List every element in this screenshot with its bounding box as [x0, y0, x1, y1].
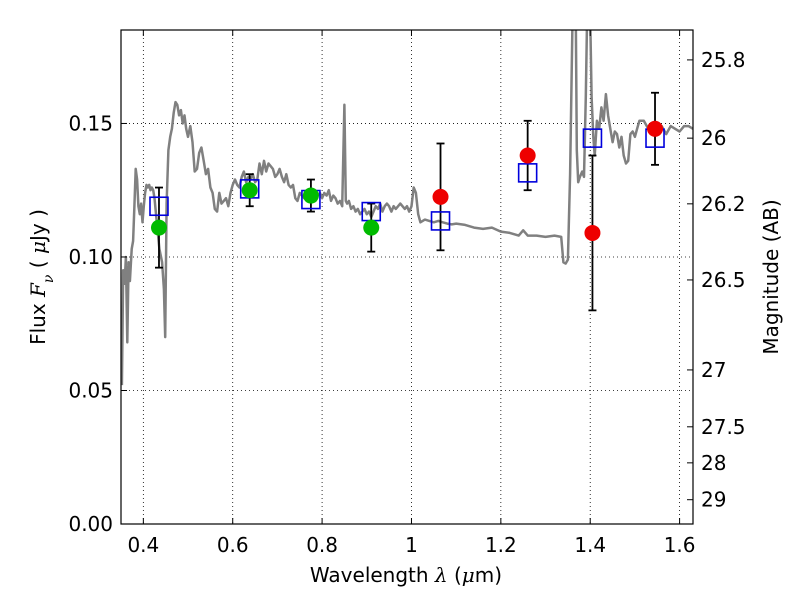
y-tick-label: 0.10 [68, 245, 113, 269]
y-axis-label: Flux Fν ( μJy ) [26, 209, 57, 345]
data-points [149, 91, 665, 312]
photometry-point [302, 187, 319, 204]
model-square-marker [517, 163, 538, 183]
y2-tick-label: 29 [701, 488, 726, 512]
plot-background [121, 30, 693, 524]
y2-tick-label: 26 [701, 126, 726, 150]
y2-tick-label: 28 [701, 451, 726, 475]
photometry-point [519, 147, 536, 164]
photometry-point [584, 224, 601, 241]
right-axis-label: Magnitude (AB) [759, 199, 783, 354]
spectrum-line [121, 30, 693, 386]
x-tick-label: 0.8 [306, 533, 338, 557]
x-tick-label: 1.2 [485, 533, 517, 557]
photometry-point [432, 188, 449, 205]
model-square-marker [582, 128, 603, 148]
x-tick-label: 1 [405, 533, 418, 557]
model-square-marker [430, 211, 451, 231]
axis-ticks: 0.4 0.6 0.8 1 1.2 1.4 1.6 0.00 0.05 0.10 0.15 25.8 2… [68, 30, 746, 557]
photometry-point [241, 182, 258, 199]
model-square-marker [149, 196, 169, 217]
x-axis-label: Wavelength λ (μm) [310, 563, 502, 587]
y2-tick-label: 27 [701, 358, 726, 382]
y-tick-label: 0.05 [68, 378, 113, 402]
model-spectrum [121, 30, 693, 386]
y2-tick-label: 26.2 [701, 192, 746, 216]
x-tick-label: 1.4 [574, 533, 606, 557]
x-tick-label: 0.4 [127, 533, 159, 557]
y-tick-label: 0.15 [68, 111, 113, 135]
x-tick-label: 0.6 [217, 533, 249, 557]
photometry-point [363, 219, 380, 236]
x-tick-label: 1.6 [664, 533, 696, 557]
y2-tick-label: 26.5 [701, 268, 746, 292]
photometry-point [647, 120, 664, 137]
photometry-point [150, 219, 167, 236]
y2-tick-label: 27.5 [701, 415, 746, 439]
plot-frame [120, 29, 694, 525]
y2-tick-label: 25.8 [701, 48, 746, 72]
y-tick-label: 0.00 [68, 512, 113, 536]
